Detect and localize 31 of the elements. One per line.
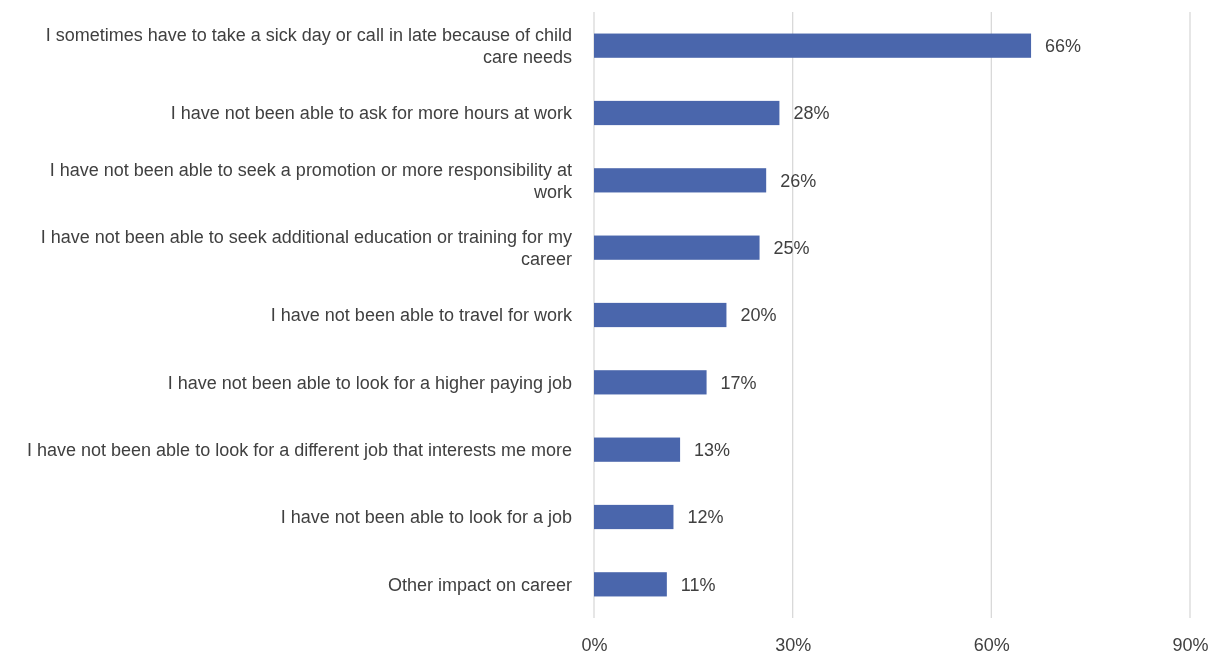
bar bbox=[594, 572, 667, 597]
bar bbox=[594, 504, 674, 530]
bar bbox=[594, 100, 780, 126]
bar bbox=[594, 302, 727, 328]
y-tick-label: I have not been able to look for a different job that interests me more bbox=[27, 439, 572, 460]
bar bbox=[594, 33, 1032, 58]
x-tick-label: 90% bbox=[1172, 634, 1209, 655]
data-label: 66% bbox=[1045, 35, 1082, 56]
data-label: 12% bbox=[687, 507, 724, 528]
data-label: 25% bbox=[773, 237, 810, 258]
bar bbox=[594, 370, 707, 395]
data-label: 17% bbox=[720, 372, 757, 393]
bar bbox=[594, 437, 681, 462]
data-label: 20% bbox=[740, 305, 777, 326]
data-label: 11% bbox=[680, 574, 716, 595]
x-tick-label: 0% bbox=[581, 634, 608, 655]
y-tick-label: I have not been able to ask for more hours at work bbox=[170, 103, 573, 124]
y-tick-label: I have not been able to travel for work bbox=[270, 305, 573, 326]
x-tick-label: 60% bbox=[973, 634, 1010, 655]
data-label: 28% bbox=[793, 103, 830, 124]
y-tick-label: I have not been able to look for a job bbox=[280, 507, 572, 528]
data-label: 26% bbox=[780, 170, 817, 191]
y-tick-label: Other impact on career bbox=[387, 574, 573, 595]
data-label: 13% bbox=[694, 439, 731, 460]
x-tick-label: 30% bbox=[775, 634, 812, 655]
y-tick-label: I have not been able to seek a promotion or more responsibility at work bbox=[49, 159, 573, 202]
y-tick-label: I have not been able to look for a higher paying job bbox=[167, 372, 572, 393]
y-tick-label: I have not been able to seek additional education or training for my career bbox=[40, 226, 572, 269]
bar bbox=[594, 235, 760, 260]
bar bbox=[594, 168, 767, 193]
y-tick-label: I sometimes have to take a sick day or call in late because of child care needs bbox=[45, 24, 572, 67]
